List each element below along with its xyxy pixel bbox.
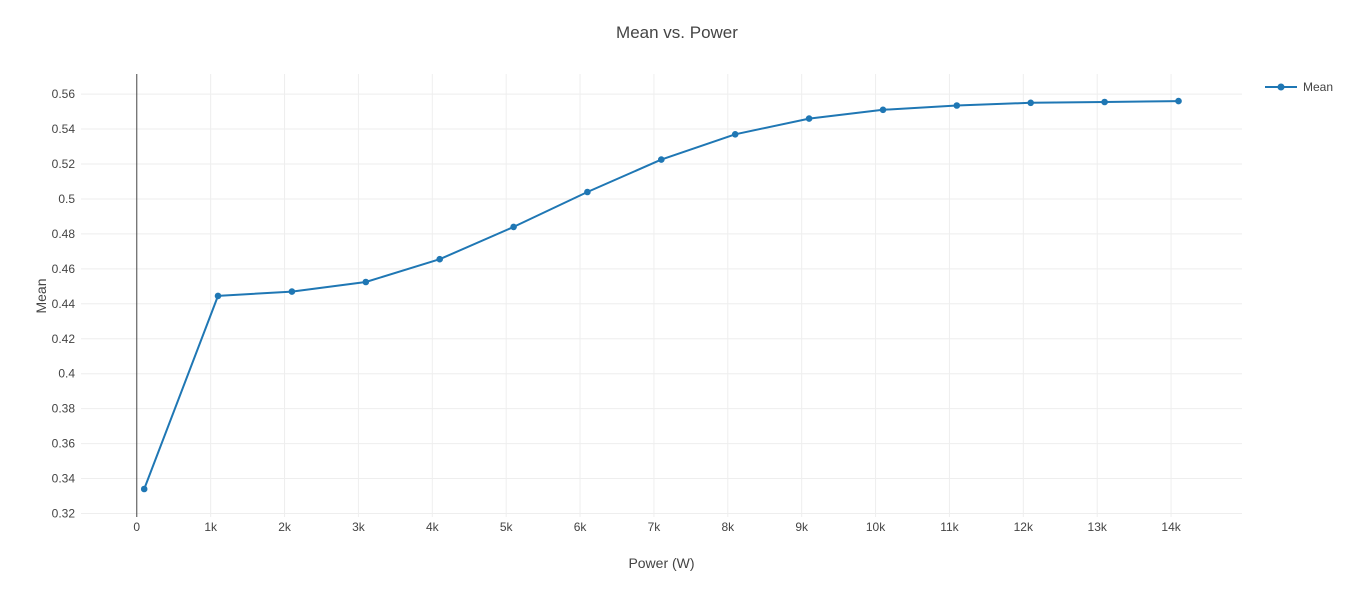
- gridlines: [81, 74, 1242, 517]
- y-tick-label: 0.32: [52, 507, 76, 521]
- x-tick-label: 8k: [721, 520, 735, 534]
- y-tick-label: 0.46: [52, 262, 76, 276]
- chart-title: Mean vs. Power: [616, 23, 738, 42]
- x-tick-label: 1k: [204, 520, 218, 534]
- y-tick-label: 0.54: [52, 122, 76, 136]
- series-mean: [140, 97, 1182, 493]
- x-tick-label: 10k: [866, 520, 886, 534]
- data-point-marker[interactable]: [584, 188, 591, 196]
- x-axis-title: Power (W): [628, 555, 695, 571]
- data-point-marker[interactable]: [805, 115, 813, 122]
- y-tick-label: 0.34: [52, 472, 76, 486]
- x-tick-label: 5k: [500, 520, 514, 534]
- y-tick-label: 0.36: [52, 437, 76, 451]
- x-tick-label: 4k: [426, 520, 440, 534]
- data-point-marker[interactable]: [1027, 99, 1034, 107]
- x-tick-label: 0: [133, 520, 140, 534]
- data-point-marker[interactable]: [731, 131, 739, 138]
- y-tick-label: 0.42: [52, 332, 76, 346]
- plot-area[interactable]: [81, 74, 1242, 517]
- y-tick-label: 0.5: [58, 192, 75, 206]
- y-tick-label: 0.44: [52, 297, 76, 311]
- y-tick-label: 0.48: [52, 227, 76, 241]
- x-tick-label: 12k: [1014, 520, 1034, 534]
- x-tick-label: 3k: [352, 520, 366, 534]
- data-point-marker[interactable]: [214, 292, 222, 300]
- x-tick-label: 2k: [278, 520, 292, 534]
- x-tick-label: 13k: [1088, 520, 1108, 534]
- legend-item-mean[interactable]: Mean: [1264, 81, 1333, 93]
- y-tick-label: 0.52: [52, 157, 76, 171]
- x-tick-label: 11k: [940, 520, 959, 534]
- data-point-marker[interactable]: [658, 156, 665, 163]
- x-tick-label: 6k: [574, 520, 588, 534]
- data-point-marker[interactable]: [362, 278, 370, 286]
- tick-labels: 0.32 0.34 0.36 0.38 0.4 0.42 0.44 0.46 0.48 0.5 0.…: [52, 87, 1182, 534]
- legend-line-marker-icon: [1265, 83, 1297, 91]
- y-tick-label: 0.4: [58, 367, 75, 381]
- x-tick-label: 14k: [1161, 520, 1181, 534]
- data-point-marker[interactable]: [879, 106, 887, 114]
- y-tick-label: 0.56: [52, 87, 76, 101]
- legend-label-mean: Mean: [1303, 80, 1334, 94]
- data-point-marker[interactable]: [288, 288, 296, 295]
- x-tick-label: 9k: [795, 520, 809, 534]
- data-point-marker[interactable]: [140, 485, 148, 493]
- y-tick-label: 0.38: [52, 402, 76, 416]
- data-point-marker[interactable]: [953, 102, 961, 109]
- y-axis-title: Mean: [33, 278, 49, 314]
- data-point-marker[interactable]: [1101, 98, 1108, 106]
- data-point-marker[interactable]: [436, 255, 444, 263]
- data-point-marker[interactable]: [510, 223, 517, 231]
- data-point-marker[interactable]: [1175, 97, 1182, 105]
- x-tick-label: 7k: [648, 520, 662, 534]
